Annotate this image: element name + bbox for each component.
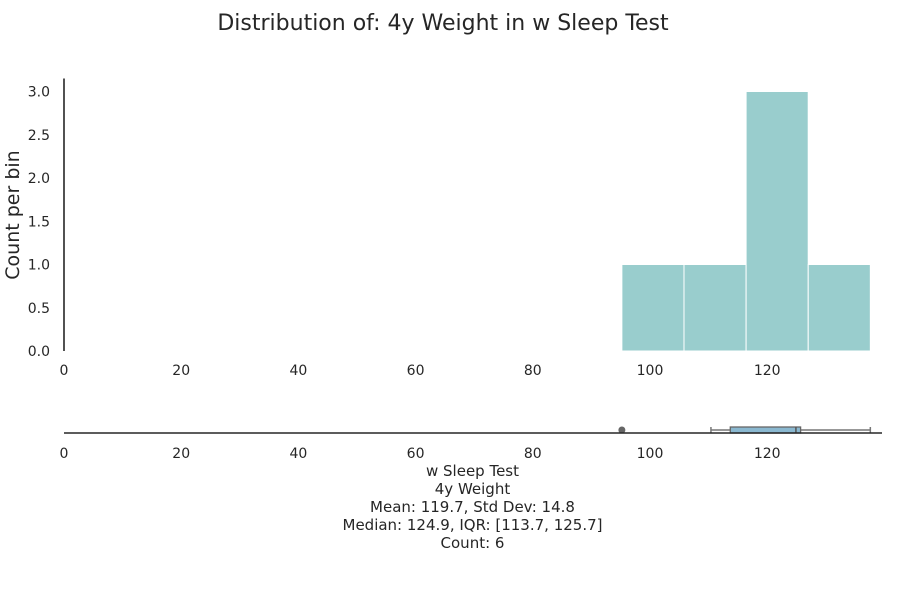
box-outlier-0 — [618, 426, 626, 434]
box-x-tick-label: 40 — [289, 446, 307, 462]
y-tick-label: 0.5 — [28, 301, 50, 317]
box-x-tick-label: 0 — [60, 446, 69, 462]
y-tick-label: 2.5 — [28, 128, 50, 144]
y-tick-label: 0.0 — [28, 344, 50, 360]
x-tick-label: 120 — [754, 363, 781, 379]
box-x-tick-label: 100 — [637, 446, 664, 462]
histogram-bar-0 — [621, 264, 685, 352]
y-axis-label: Count per bin — [2, 150, 24, 279]
y-tick-label: 2.0 — [28, 171, 50, 187]
box-x-tick-label: 60 — [407, 446, 425, 462]
stats-median: Median: 124.9, IQR: [113.7, 125.7] — [342, 516, 603, 534]
histogram-bars — [621, 91, 871, 352]
box-x-tick-label: 120 — [754, 446, 781, 462]
x-tick-label: 20 — [172, 363, 190, 379]
histogram-bar-2 — [745, 91, 809, 352]
x-tick-label: 0 — [60, 363, 69, 379]
histogram-bar-1 — [683, 264, 747, 352]
y-tick-label: 1.5 — [28, 214, 50, 230]
x-tick-label: 40 — [289, 363, 307, 379]
histogram-bar-3 — [807, 264, 871, 352]
y-tick-label: 3.0 — [28, 85, 50, 101]
x-tick-label: 100 — [637, 363, 664, 379]
box-iqr — [729, 426, 802, 434]
stats-mean: Mean: 119.7, Std Dev: 14.8 — [370, 498, 575, 516]
stats-group-label: w Sleep Test — [425, 462, 519, 480]
box-plot-axes: 0 20 40 60 80 100 120 — [60, 432, 882, 462]
histogram-axes: 0.0 0.5 1.0 1.5 2.0 2.5 3.0 0 20 40 60 80 100 120 — [28, 78, 781, 379]
x-tick-label: 60 — [407, 363, 425, 379]
stats-variable-label: 4y Weight — [434, 480, 511, 498]
x-tick-label: 80 — [524, 363, 542, 379]
box-x-tick-label: 20 — [172, 446, 190, 462]
chart-title: Distribution of: 4y Weight in w Sleep Te… — [217, 11, 669, 36]
y-tick-label: 1.0 — [28, 258, 50, 274]
box-x-tick-label: 80 — [524, 446, 542, 462]
stats-count: Count: 6 — [440, 534, 505, 552]
summary-stats: w Sleep Test 4y Weight Mean: 119.7, Std … — [0, 462, 900, 552]
